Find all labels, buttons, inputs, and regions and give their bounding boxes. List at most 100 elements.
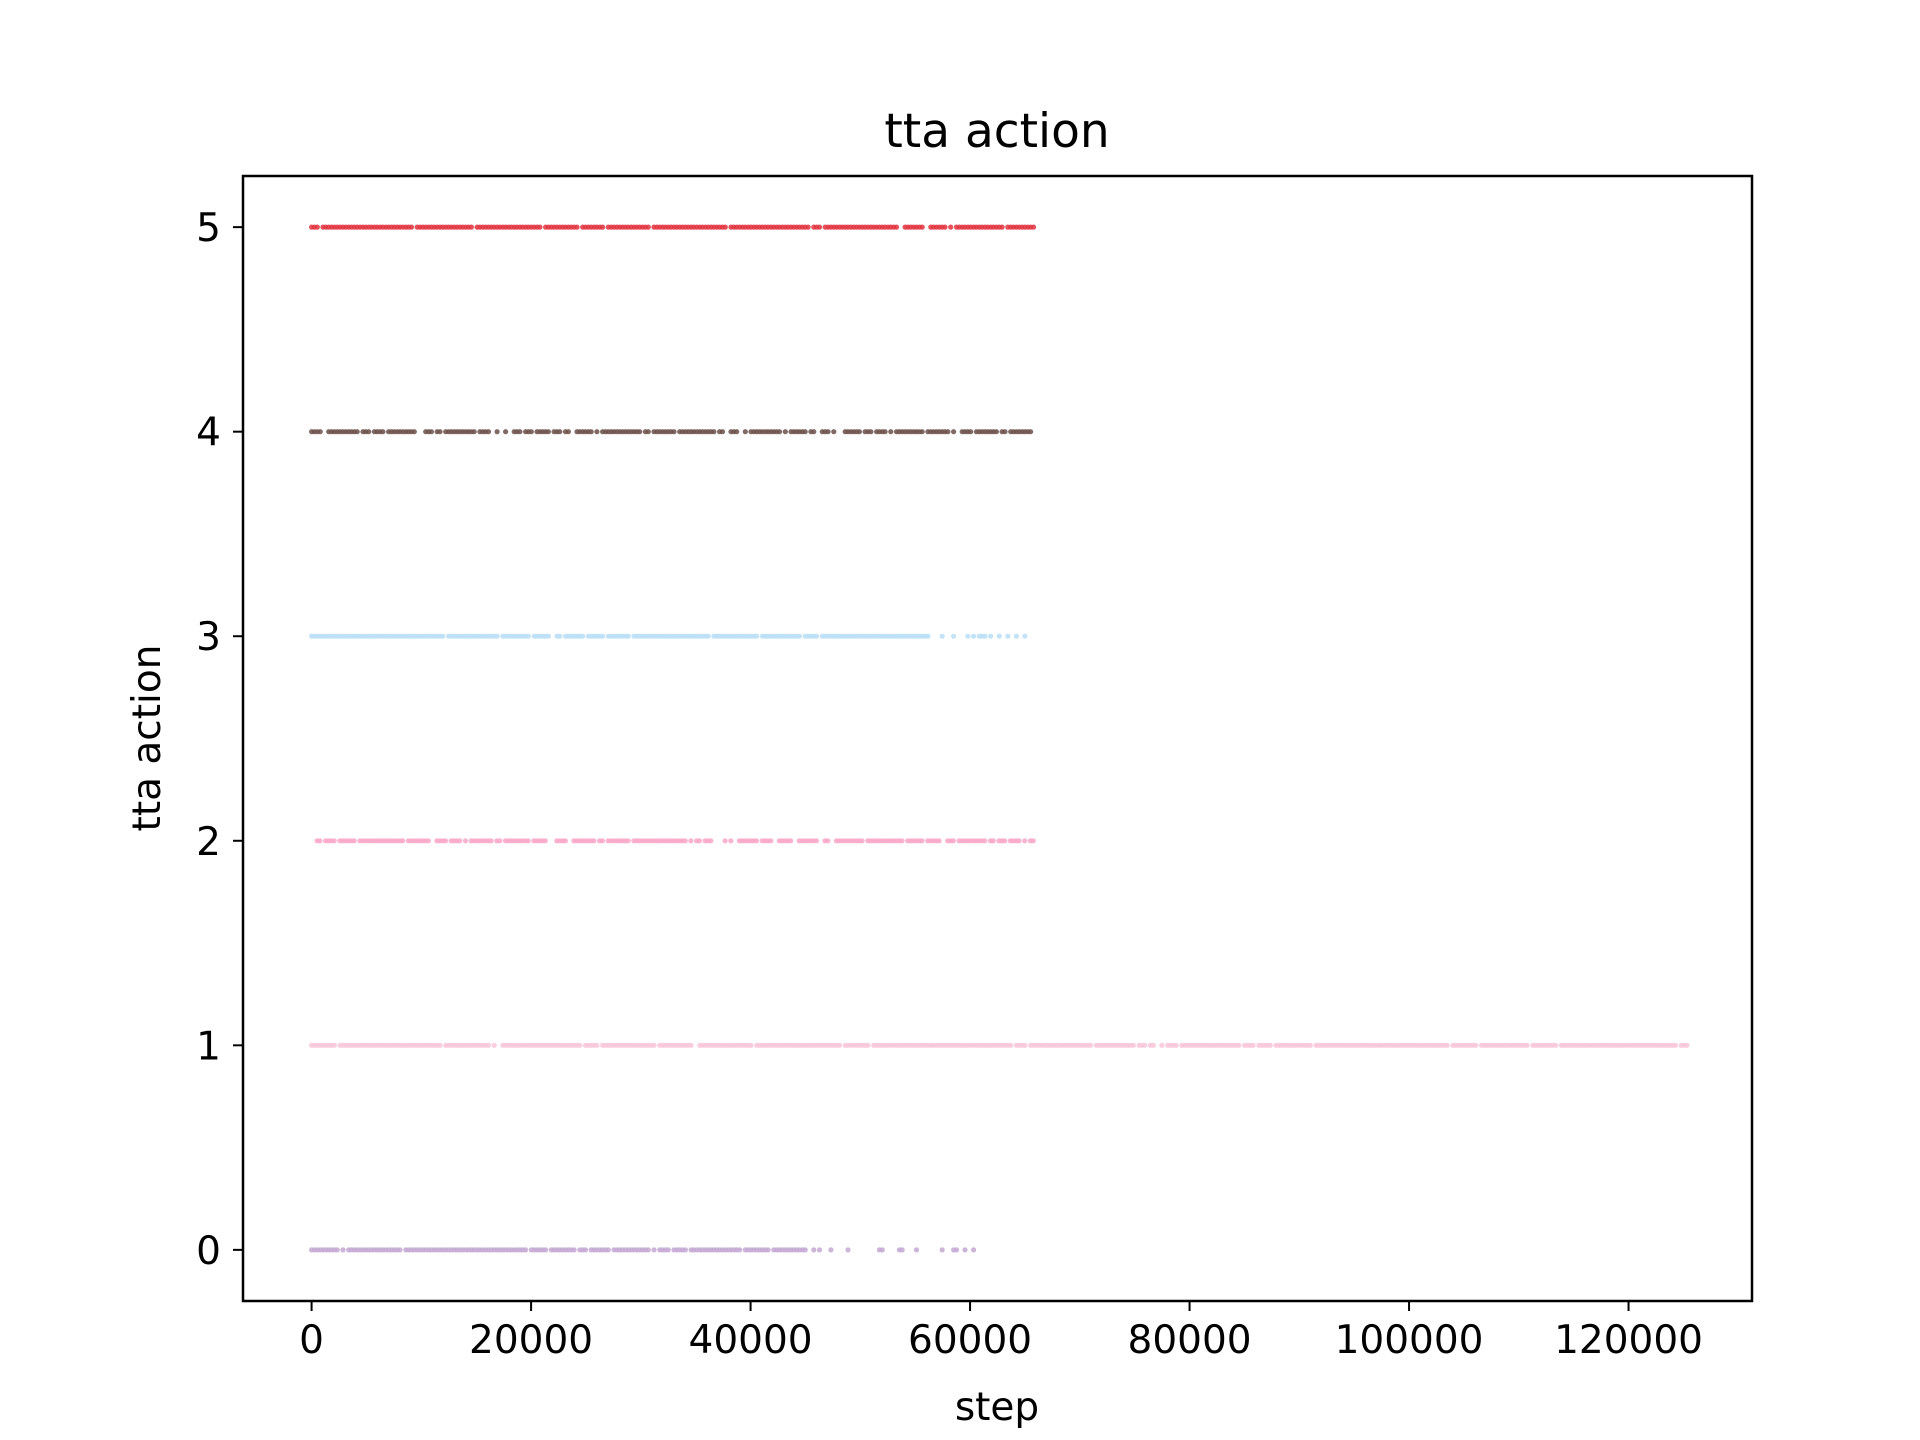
point: [1030, 224, 1037, 230]
point: [1022, 633, 1028, 639]
y-tick-label: 1: [196, 1024, 221, 1069]
point: [468, 224, 474, 230]
point: [953, 1247, 960, 1253]
series-y-3: [309, 633, 1028, 639]
point: [939, 633, 945, 639]
point: [665, 1247, 671, 1253]
point: [813, 838, 820, 844]
point: [859, 838, 865, 844]
series-y-4: [309, 429, 1034, 435]
point: [497, 838, 503, 844]
point: [485, 429, 492, 435]
point: [816, 1247, 823, 1253]
point: [334, 1247, 340, 1253]
point: [682, 838, 688, 844]
point: [811, 1247, 817, 1253]
point: [728, 838, 734, 844]
point: [1002, 429, 1008, 435]
point: [625, 633, 631, 639]
point: [651, 1042, 657, 1048]
point: [865, 1042, 871, 1048]
point: [1013, 633, 1020, 639]
point: [574, 224, 580, 230]
chart-title: tta action: [884, 104, 1109, 159]
y-tick-label: 0: [196, 1229, 221, 1274]
point: [945, 429, 951, 435]
y-tick-label: 4: [196, 411, 221, 456]
point: [442, 838, 449, 844]
series-y-1: [309, 1042, 1690, 1048]
point: [557, 429, 563, 435]
point: [600, 224, 606, 230]
point: [645, 1247, 651, 1253]
point: [768, 838, 774, 844]
point: [366, 429, 372, 435]
point: [868, 429, 874, 435]
point: [351, 838, 357, 844]
x-axis-label: step: [955, 1385, 1039, 1430]
point: [317, 429, 323, 435]
point: [1002, 838, 1008, 844]
point: [1022, 838, 1028, 844]
point: [825, 429, 831, 435]
point: [594, 1042, 600, 1048]
point: [542, 838, 548, 844]
point: [788, 838, 794, 844]
point: [331, 838, 337, 844]
point: [719, 429, 726, 435]
point: [1236, 1042, 1242, 1048]
point: [582, 1247, 589, 1253]
point: [411, 429, 417, 435]
point: [1150, 1042, 1156, 1048]
point: [408, 224, 415, 230]
point: [776, 429, 783, 435]
point: [503, 429, 509, 435]
point: [354, 429, 360, 435]
point: [948, 224, 954, 230]
point: [722, 838, 728, 844]
point: [919, 838, 925, 844]
points-layer: [309, 224, 1690, 1253]
point: [942, 224, 948, 230]
point: [962, 1247, 968, 1253]
x-tick-label: 0: [299, 1318, 324, 1363]
point: [543, 1247, 549, 1253]
point: [1553, 1042, 1559, 1048]
point: [645, 224, 651, 230]
point: [591, 838, 597, 844]
point: [919, 429, 925, 435]
point: [754, 633, 760, 639]
point: [999, 224, 1005, 230]
point: [528, 429, 534, 435]
point: [782, 429, 788, 435]
point: [825, 838, 831, 844]
point: [588, 429, 594, 435]
point: [753, 838, 760, 844]
point: [525, 633, 532, 639]
point: [968, 429, 974, 435]
series-y-2: [314, 838, 1036, 844]
y-tick-label: 5: [196, 206, 221, 251]
point: [571, 1247, 577, 1253]
point: [545, 429, 552, 435]
point: [802, 429, 808, 435]
point: [637, 429, 643, 435]
point: [971, 1247, 977, 1253]
point: [845, 1247, 851, 1253]
point: [317, 838, 323, 844]
point: [688, 1042, 694, 1048]
point: [765, 1247, 771, 1253]
point: [1030, 838, 1036, 844]
point: [605, 1247, 611, 1253]
point: [557, 633, 563, 639]
point: [1267, 1042, 1273, 1048]
point: [816, 224, 823, 230]
point: [1250, 1042, 1256, 1048]
point: [494, 633, 500, 639]
point: [742, 429, 748, 435]
point: [1173, 1042, 1179, 1048]
x-tick-label: 80000: [1128, 1318, 1252, 1363]
point: [525, 838, 531, 844]
point: [494, 429, 500, 435]
point: [671, 429, 677, 435]
